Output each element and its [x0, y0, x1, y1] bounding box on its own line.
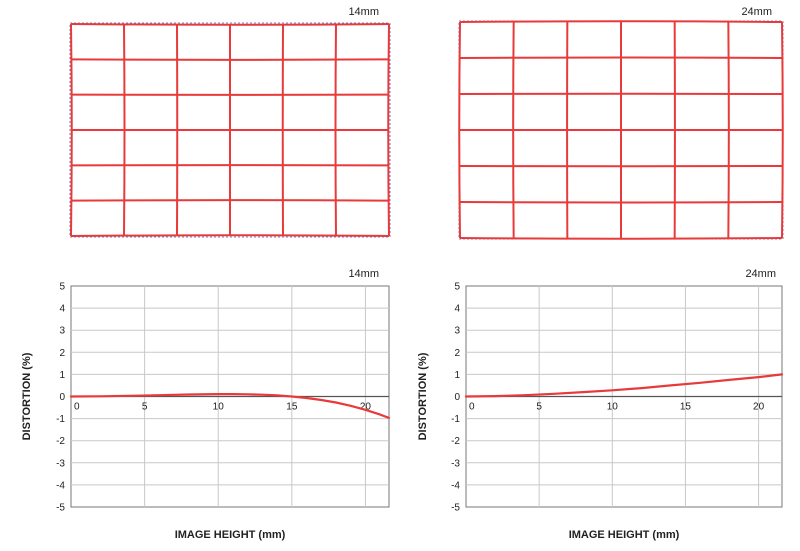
grid-horizontal-line — [460, 202, 782, 203]
grid-vertical-line — [459, 22, 460, 238]
y-tick-label: -2 — [56, 436, 65, 447]
y-tick-label: 0 — [59, 392, 65, 403]
y-tick-label: 2 — [454, 348, 460, 359]
grid-vertical-line — [782, 22, 783, 238]
distortion-grid-24mm: 24mm — [459, 6, 783, 239]
x-tick-label: 10 — [213, 402, 225, 413]
grid-horizontal-line — [71, 24, 389, 25]
y-tick-label: -3 — [56, 458, 65, 469]
x-tick-label: 15 — [286, 402, 298, 413]
distortion-grid-14mm: 14mm — [70, 6, 390, 237]
x-tick-label: 20 — [753, 402, 765, 413]
x-tick-label: 5 — [142, 402, 148, 413]
y-axis-title: DISTORTION (%) — [417, 352, 429, 440]
x-tick-label: 5 — [536, 402, 542, 413]
y-tick-label: 0 — [454, 392, 460, 403]
y-tick-label: -4 — [56, 480, 65, 491]
y-tick-label: -5 — [56, 503, 65, 514]
x-tick-label: 10 — [607, 402, 619, 413]
x-tick-label: 15 — [680, 402, 692, 413]
y-tick-label: 1 — [59, 370, 65, 381]
chart-focal-label: 14mm — [348, 268, 379, 280]
x-tick-label: 0 — [74, 402, 80, 413]
y-tick-label: 1 — [454, 370, 460, 381]
grid-horizontal-line — [71, 59, 389, 60]
grid-focal-label: 14mm — [348, 6, 379, 18]
x-tick-label: 0 — [469, 402, 475, 413]
y-tick-label: 2 — [59, 348, 65, 359]
y-tick-label: 4 — [454, 304, 460, 315]
grid-horizontal-line — [71, 235, 389, 236]
y-tick-label: -2 — [451, 436, 460, 447]
chart-focal-label: 24mm — [745, 268, 776, 280]
grid-horizontal-line — [460, 58, 782, 59]
x-axis-title: IMAGE HEIGHT (mm) — [175, 529, 286, 541]
y-axis-title: DISTORTION (%) — [21, 352, 33, 440]
grid-horizontal-line — [460, 238, 782, 239]
grid-horizontal-line — [71, 200, 389, 201]
y-tick-label: -1 — [56, 414, 65, 425]
y-tick-label: -1 — [451, 414, 460, 425]
x-axis-title: IMAGE HEIGHT (mm) — [569, 529, 680, 541]
distortion-grid-panels: 14mm 24mm — [70, 6, 783, 239]
y-tick-label: 5 — [59, 282, 65, 293]
grid-focal-label: 24mm — [741, 6, 772, 18]
y-tick-label: 3 — [454, 326, 460, 337]
y-tick-label: -4 — [451, 480, 460, 491]
y-tick-label: 3 — [59, 326, 65, 337]
y-tick-label: 4 — [59, 304, 65, 315]
y-tick-label: 5 — [454, 282, 460, 293]
grid-horizontal-line — [460, 21, 782, 22]
y-tick-label: -5 — [451, 503, 460, 514]
y-tick-label: -3 — [451, 458, 460, 469]
